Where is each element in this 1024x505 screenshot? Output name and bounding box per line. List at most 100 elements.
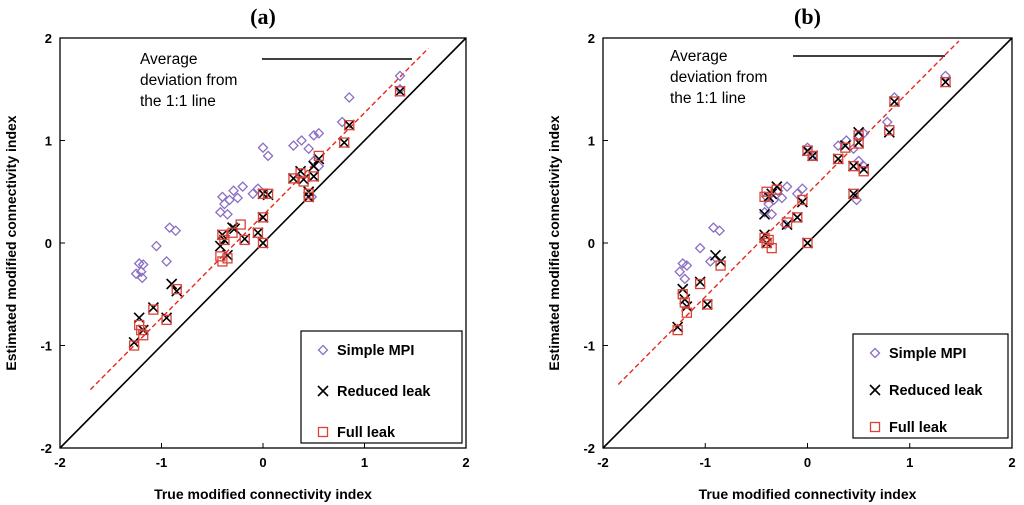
y-tick-label: 2 <box>45 31 52 46</box>
full-leak-point <box>694 278 706 290</box>
reduced-leak-point <box>313 153 325 165</box>
reduced-leak-point <box>694 276 706 288</box>
reduced-leak-point <box>343 119 355 131</box>
full-leak-point <box>884 125 895 136</box>
legend-simple-mpi-label: Simple MPI <box>337 343 414 359</box>
full-leak-point <box>677 289 688 300</box>
full-leak-point <box>766 242 777 254</box>
full-leak-point <box>171 283 182 295</box>
full-leak-point <box>161 314 172 326</box>
chart-panel-a: (a) -2 -1 0 1 2 -2 -1 0 1 2 True modified connectiv… <box>3 4 470 502</box>
full-leak-point <box>702 299 713 310</box>
simple-mpi-point <box>135 266 147 278</box>
reduced-leak-point <box>832 153 844 165</box>
reduced-leak-point <box>308 170 320 182</box>
x-tick-label: 0 <box>804 455 811 470</box>
panel-title: (b) <box>794 4 821 29</box>
simple-mpi-point <box>766 208 778 220</box>
simple-mpi-point <box>308 129 320 141</box>
annotation-text: deviation from <box>140 72 237 89</box>
legend-full-leak-icon <box>317 426 329 438</box>
simple-mpi-point <box>262 150 274 162</box>
x-axis-label: True modified connectivity index <box>699 486 917 502</box>
simple-mpi-point <box>858 160 870 172</box>
chart-panel-b: (b) -2 -1 0 1 2 -2 -1 0 1 2 True modified connectiv… <box>546 4 1016 502</box>
legend: Simple MPI Reduced leak Full leak <box>300 330 463 444</box>
simple-mpi-point <box>343 92 355 103</box>
reduced-leak-point <box>308 160 320 172</box>
simple-mpi-point <box>296 135 307 146</box>
y-tick-label: 1 <box>588 134 595 149</box>
simple-mpi-point <box>394 70 406 82</box>
simple-mpi-point <box>232 192 244 204</box>
simple-mpi-point <box>694 242 706 254</box>
full-leak-point <box>313 150 324 162</box>
reduced-leak-point <box>303 191 315 203</box>
series-x <box>672 76 952 333</box>
annotation-text: deviation from <box>670 69 767 86</box>
annotation-text: the 1:1 line <box>670 90 746 107</box>
full-leak-point <box>148 304 159 315</box>
reduced-leak-point <box>394 85 406 97</box>
reduced-leak-point <box>791 211 803 223</box>
reduced-leak-point <box>758 208 771 220</box>
full-leak-point <box>715 260 726 271</box>
reduced-leak-point <box>939 76 952 88</box>
legend: Simple MPI Reduced leak Full leak <box>852 333 1009 439</box>
full-leak-point <box>840 142 851 153</box>
simple-mpi-point <box>164 222 176 234</box>
full-leak-point <box>298 176 309 187</box>
full-leak-point <box>858 166 869 177</box>
reduced-leak-point <box>294 165 307 177</box>
full-leak-point <box>797 194 808 206</box>
simple-mpi-point <box>288 140 299 152</box>
reduced-leak-point <box>883 126 895 138</box>
reduced-leak-point <box>257 211 269 223</box>
legend-full-leak-icon <box>869 421 881 433</box>
series-square <box>672 76 951 336</box>
simple-mpi-point <box>714 225 725 237</box>
legend-full-leak-label: Full leak <box>889 420 948 436</box>
reduced-leak-point <box>128 336 140 348</box>
legend-full-leak-label: Full leak <box>337 425 396 441</box>
reduced-leak-point <box>161 312 173 324</box>
y-tick-label: -2 <box>40 441 52 456</box>
full-leak-point <box>848 160 859 172</box>
reduced-leak-point <box>858 163 870 175</box>
annotation-text: Average <box>140 51 197 68</box>
full-leak-point <box>853 130 864 141</box>
full-leak-point <box>339 137 350 148</box>
full-leak-point <box>239 234 250 246</box>
reduced-leak-point <box>781 218 793 231</box>
x-tick-label: -1 <box>699 455 711 470</box>
full-leak-point <box>217 229 228 240</box>
full-leak-point <box>853 138 864 149</box>
reduced-leak-point <box>171 285 183 297</box>
full-leak-point <box>222 253 233 264</box>
reduced-leak-point <box>133 312 145 324</box>
full-leak-point <box>235 219 246 230</box>
reduced-leak-point <box>257 237 269 249</box>
y-tick-label: -1 <box>40 339 52 354</box>
y-axis-label: Estimated modified connectivity index <box>3 115 19 370</box>
simple-mpi-point <box>247 188 259 200</box>
full-leak-point <box>227 227 238 238</box>
full-leak-point <box>262 188 274 199</box>
simple-mpi-point <box>224 194 235 206</box>
y-tick-label: 1 <box>45 134 52 149</box>
simple-mpi-point <box>222 208 233 220</box>
simple-mpi-point <box>303 143 315 155</box>
simple-mpi-point <box>151 240 162 252</box>
full-leak-point <box>761 186 772 197</box>
full-leak-point <box>681 307 692 318</box>
full-leak-point <box>759 232 770 244</box>
legend-simple-mpi-icon <box>869 347 881 359</box>
deviation-dashed-line <box>617 40 960 385</box>
simple-mpi-point <box>674 266 686 278</box>
reduced-leak-point <box>252 227 264 239</box>
full-leak-point <box>802 237 813 249</box>
simple-mpi-point <box>940 70 951 82</box>
simple-mpi-point <box>704 256 716 267</box>
x-axis-label: True modified connectivity index <box>154 486 372 502</box>
